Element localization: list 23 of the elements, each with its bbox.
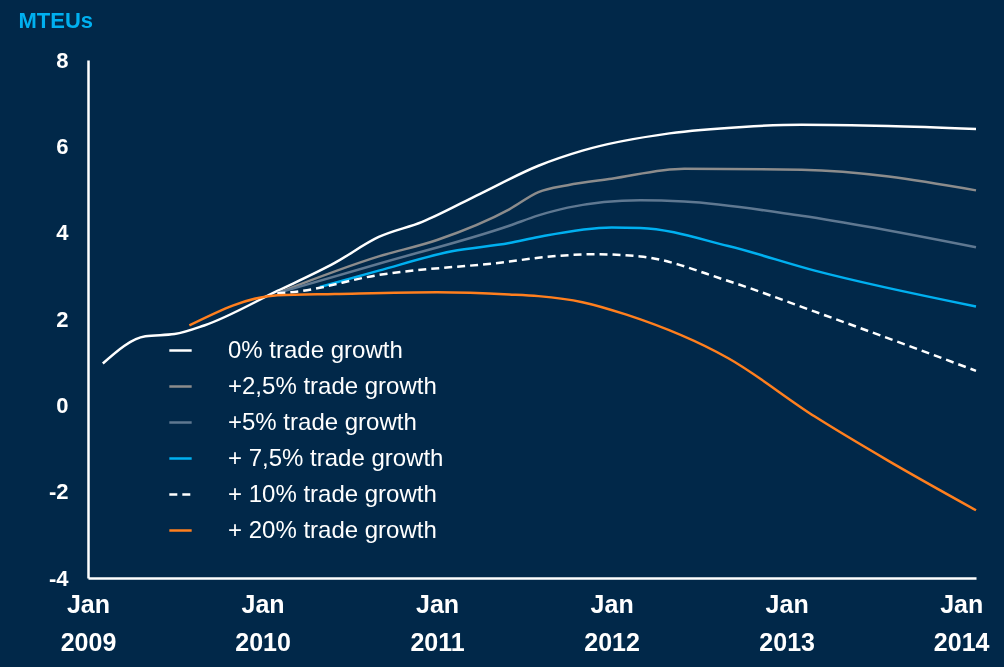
line-series <box>318 226 978 308</box>
y-tick-label: -4 <box>48 565 70 591</box>
x-tick-label: Jan 2011 <box>410 589 465 656</box>
y-axis-title: MTEUs <box>18 7 94 33</box>
x-tick-label: Jan 2010 <box>235 589 291 656</box>
line-series <box>276 199 978 295</box>
y-tick-label: 4 <box>56 220 70 246</box>
x-tick-label: Jan 2012 <box>584 589 640 656</box>
legend-label: + 20% trade growth <box>228 515 437 543</box>
y-tick-label: 2 <box>56 306 69 332</box>
x-tick-label: Jan 2013 <box>759 589 815 656</box>
y-tick-label: -2 <box>48 479 69 505</box>
y-tick-label: 6 <box>56 133 69 159</box>
legend-label: +2,5% trade growth <box>228 371 437 399</box>
legend-label: + 10% trade growth <box>228 479 437 507</box>
legend-label: + 7,5% trade growth <box>228 443 444 471</box>
y-tick-label: 8 <box>56 47 69 73</box>
legend-label: +5% trade growth <box>228 407 417 435</box>
line-series <box>188 290 978 512</box>
legend-label: 0% trade growth <box>228 335 403 363</box>
x-tick-label: Jan 2009 <box>60 589 117 656</box>
x-tick-label: Jan 2014 <box>933 589 990 656</box>
y-tick-label: 0 <box>56 392 69 418</box>
